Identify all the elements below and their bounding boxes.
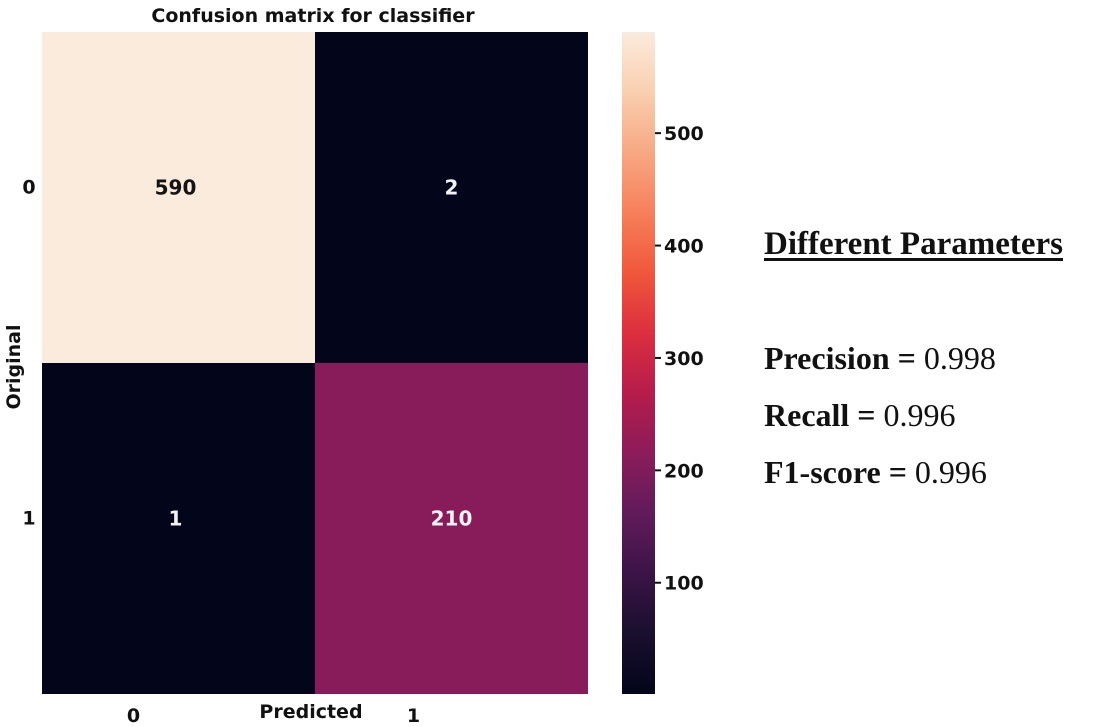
x-axis-label: Predicted [259, 701, 362, 723]
param-precision-value: 0.998 [923, 340, 996, 376]
heatmap-cell-label-1-1: 210 [431, 507, 473, 531]
colorbar-tick-label-4: 500 [664, 123, 704, 145]
param-recall-name: Recall [764, 397, 850, 433]
heatmap-cell-1-0 [42, 363, 315, 694]
parameters-panel: Different Parameters Precision = 0.998 R… [764, 226, 1094, 501]
heatmap-cells: 590 2 1 210 [42, 32, 588, 694]
chart-title: Confusion matrix for classifier [151, 5, 475, 27]
x-tick-label-1: 1 [407, 705, 420, 727]
param-recall: Recall = 0.996 [764, 387, 1094, 444]
y-tick-label-0: 0 [22, 177, 35, 199]
axis-ticks: 0 1 0 1 [22, 177, 420, 727]
param-f1-score-name: F1-score [764, 454, 881, 490]
y-tick-label-1: 1 [22, 508, 35, 530]
colorbar-tick-label-2: 300 [664, 348, 704, 370]
param-precision: Precision = 0.998 [764, 330, 1094, 387]
confusion-matrix-chart: Confusion matrix for classifier 590 2 1 210… [3, 5, 704, 727]
param-recall-eq: = [857, 397, 876, 433]
y-axis-label: Original [3, 324, 25, 409]
param-f1-score-value: 0.996 [914, 454, 987, 490]
param-recall-value: 0.996 [883, 397, 956, 433]
heatmap-cell-label-0-1: 2 [445, 176, 459, 200]
heatmap-cell-0-0 [42, 32, 315, 363]
param-precision-eq: = [897, 340, 916, 376]
heatmap-cell-label-1-0: 1 [169, 507, 183, 531]
heatmap-cell-1-1 [315, 363, 588, 694]
heatmap-cell-0-1 [315, 32, 588, 363]
param-f1-score-eq: = [888, 454, 907, 490]
colorbar [622, 32, 655, 694]
colorbar-tick-label-1: 200 [664, 460, 704, 482]
param-precision-name: Precision [764, 340, 890, 376]
param-f1-score: F1-score = 0.996 [764, 444, 1094, 501]
colorbar-ticks: 100 200 300 400 500 [655, 123, 704, 595]
parameters-heading: Different Parameters [764, 226, 1063, 262]
heatmap-cell-label-0-0: 590 [155, 176, 197, 200]
colorbar-tick-label-3: 400 [664, 236, 704, 258]
colorbar-tick-label-0: 100 [664, 573, 704, 595]
x-tick-label-0: 0 [127, 705, 140, 727]
